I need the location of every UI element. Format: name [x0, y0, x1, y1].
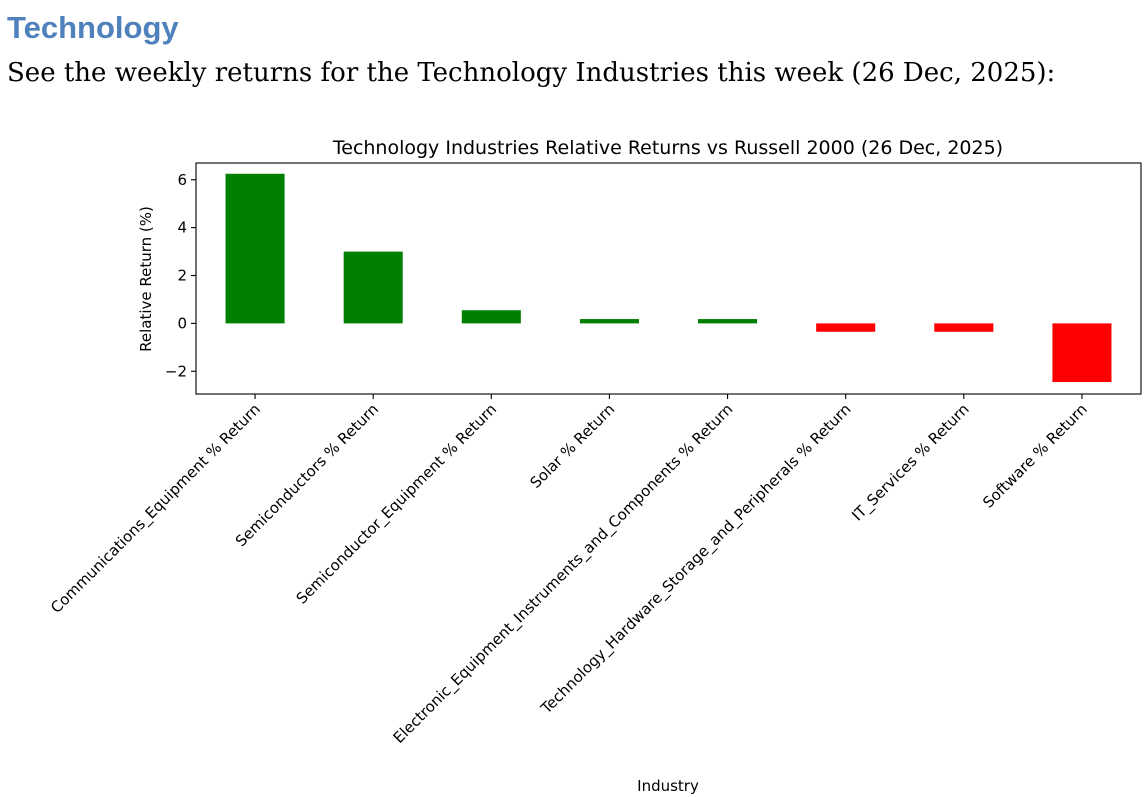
- bar-1: [225, 173, 285, 324]
- bar-7: [934, 323, 994, 332]
- y-tick-label: 2: [177, 267, 187, 285]
- bar-2: [343, 251, 403, 324]
- y-tick-label: 6: [177, 171, 187, 189]
- x-axis-label: Industry: [637, 777, 699, 795]
- x-tick-label: IT_Services % Return: [848, 400, 973, 525]
- bars-layer: [225, 173, 1112, 383]
- bar-8: [1052, 323, 1112, 383]
- y-tick-label: 4: [177, 219, 187, 237]
- x-tick-label: Communications_Equipment % Return: [47, 400, 264, 617]
- y-axis-label: Relative Return (%): [137, 206, 155, 352]
- intro-text: See the weekly returns for the Technolog…: [7, 58, 1056, 88]
- bar-5: [698, 319, 758, 324]
- x-tick-label: Semiconductor_Equipment % Return: [293, 400, 501, 608]
- plot-frame: [195, 162, 1142, 395]
- x-tick-label: Software % Return: [979, 400, 1091, 512]
- bar-3: [461, 310, 521, 324]
- y-tick-label: 0: [177, 314, 187, 332]
- x-tick-label: Solar % Return: [526, 400, 618, 492]
- y-tick-label: −2: [165, 362, 187, 380]
- bar-6: [816, 323, 876, 332]
- section-heading: Technology: [7, 10, 179, 45]
- bar-4: [579, 319, 639, 324]
- chart-title: Technology Industries Relative Returns v…: [332, 137, 1003, 159]
